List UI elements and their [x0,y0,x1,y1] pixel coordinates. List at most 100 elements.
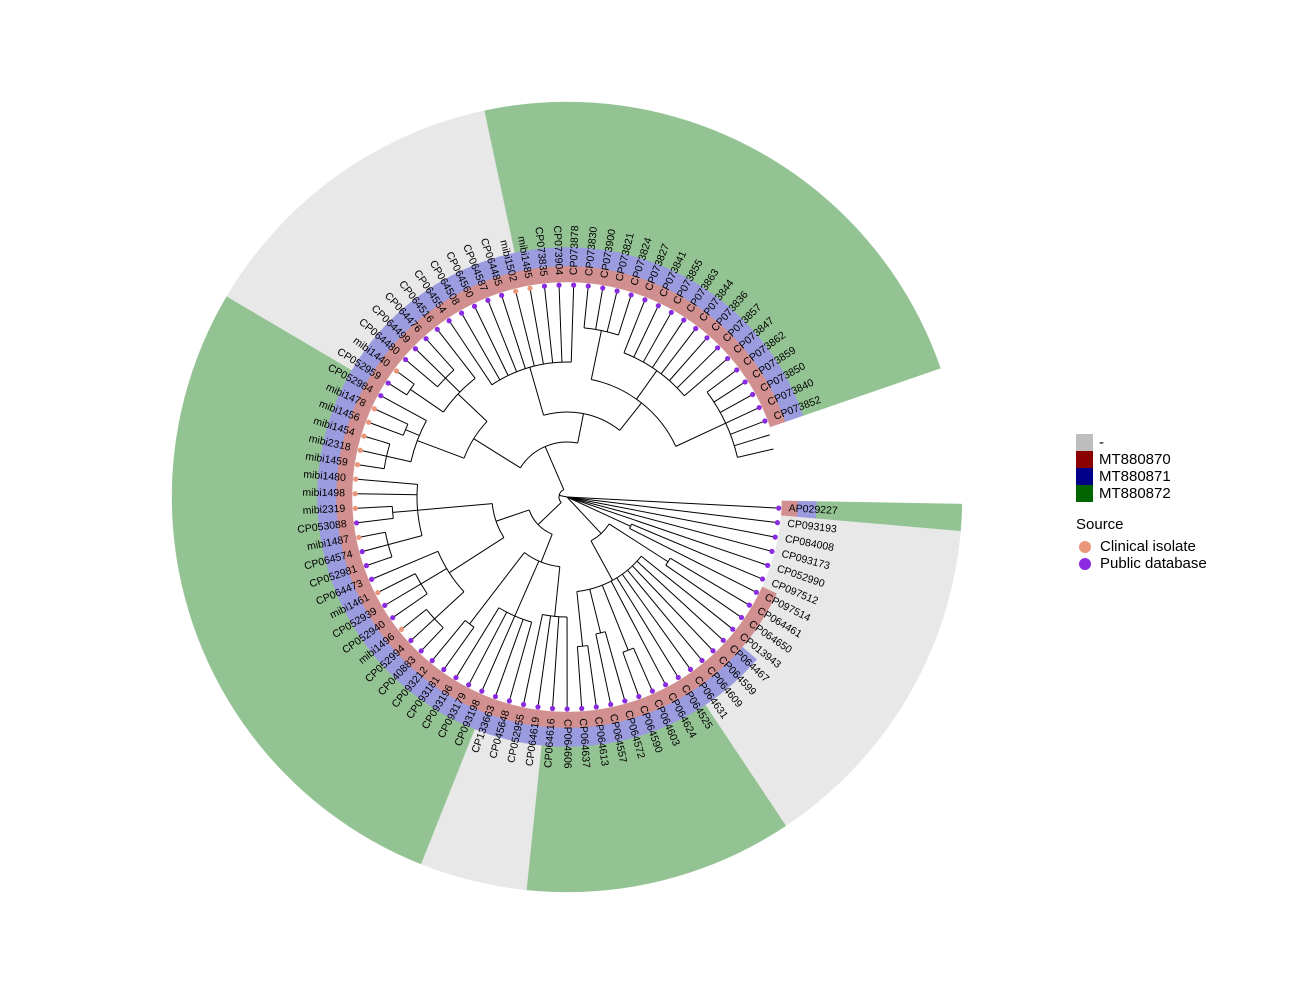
branch-arc [464,620,475,628]
tip-point [687,666,694,672]
tip-point [434,326,440,332]
tip-point [385,380,391,386]
branch-line [374,408,409,425]
tip-point [762,418,768,424]
branch-line [566,496,773,552]
branch-arc [406,383,415,396]
legend-label: Clinical isolate [1100,538,1196,555]
tip-point [418,648,424,654]
tip-point [693,325,699,332]
tip-point [759,576,766,582]
branch-line [660,328,697,375]
branch-line [629,528,757,593]
legend-label: Public database [1100,555,1207,572]
branch-line [606,290,618,332]
branch-arc [577,645,588,648]
branch-line [508,621,533,702]
tip-point [353,476,359,482]
tip-point [382,602,388,608]
segment-legend: - MT880870 MT880871 MT880872 [1076,434,1207,502]
tip-point [614,288,620,294]
branch-line [515,291,535,367]
branch-arc [437,551,465,593]
tip-point [715,345,721,351]
tip-point [774,520,781,526]
branch-line [570,285,575,363]
legend-swatch [1076,468,1093,485]
tip-point [541,283,548,289]
tip-point [352,505,358,511]
tip-point [485,297,491,303]
branch-line [357,464,385,470]
branch-line [540,533,553,563]
branch-line [623,299,646,354]
branch-line [576,591,584,647]
legend-item-mt880871: MT880871 [1076,468,1207,485]
branch-line [443,626,475,670]
branch-line [608,523,669,563]
tip-point [753,589,759,595]
tip-point [668,309,674,316]
source-legend: Clinical isolate Public database [1076,538,1207,572]
branch-line [566,496,779,509]
branch-line [371,550,439,580]
tip-point [393,368,400,374]
legend-label: MT880870 [1099,451,1171,468]
tip-point [354,462,361,468]
branch-line [362,544,389,553]
legend-swatch [1076,485,1093,502]
tip-point [642,297,648,303]
branch-line [434,591,465,620]
tree-branches [355,285,779,710]
branch-line [665,564,742,618]
source-legend-title: Source [1076,516,1124,533]
tip-point [398,626,405,633]
tip-label: mibi2319 [302,503,345,517]
branch-line [559,494,568,498]
tip-point [720,637,726,643]
tip-label: CP064616 [542,718,557,768]
legend: - MT880870 MT880871 MT880872 Source Clin… [1076,434,1207,572]
tip-point [662,682,669,688]
branch-line [610,580,667,685]
branch-arc [414,573,428,595]
branch-arc [491,361,572,386]
branch-line [604,631,626,702]
branch-line [566,496,776,538]
branch-line [415,348,446,379]
tip-point [359,549,365,555]
tip-point [734,367,740,373]
tip-point [366,419,372,425]
branch-line [358,531,386,538]
branch-line [537,502,562,525]
tip-point [765,562,771,568]
legend-label: MT880871 [1099,468,1171,485]
branch-line [448,537,505,574]
branch-line [363,435,390,445]
tip-point [571,282,577,288]
branch-line [576,646,583,709]
tip-point [499,292,505,298]
tip-point [361,433,367,439]
branch-arc [543,411,621,431]
branch-line [448,320,493,386]
branch-line [384,583,422,606]
branch-line [436,329,476,379]
branch-line [431,620,466,661]
branch-arc [442,377,476,413]
tip-point [423,336,429,342]
tip-point [749,391,756,398]
branch-line [651,319,685,368]
branch-line [684,358,728,397]
tip-point [579,705,585,712]
branch-line [355,493,418,496]
branch-line [631,523,763,580]
branch-line [640,555,734,630]
branch-line [474,306,509,376]
branch-line [405,429,420,436]
branch-arc [623,352,685,397]
tip-point [738,614,745,621]
tip-point [704,335,710,341]
branch-line [355,505,393,509]
